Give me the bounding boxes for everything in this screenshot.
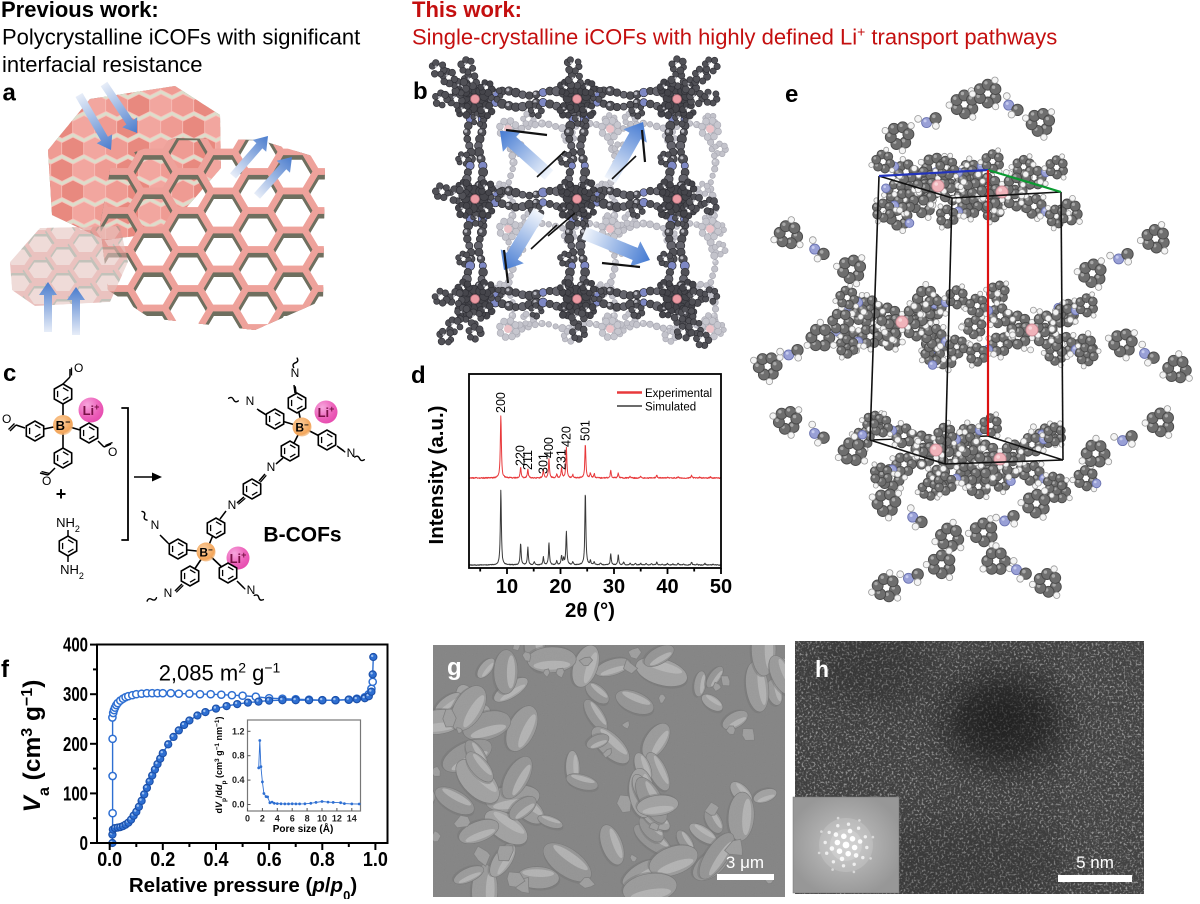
- svg-text:20: 20: [549, 576, 571, 598]
- svg-text:300: 300: [63, 684, 88, 706]
- svg-text:3 μm: 3 μm: [726, 853, 764, 872]
- svg-text:Experimental: Experimental: [645, 388, 712, 400]
- svg-text:2: 2: [260, 814, 265, 824]
- svg-text:200: 200: [494, 392, 508, 413]
- svg-text:1.0: 1.0: [363, 849, 388, 871]
- svg-text:0: 0: [245, 814, 250, 824]
- svg-text:Single-crystalline iCOFs with: Single-crystalline iCOFs with highly def…: [412, 24, 1057, 50]
- svg-text:interfacial resistance: interfacial resistance: [2, 52, 203, 77]
- svg-text:50: 50: [710, 576, 732, 598]
- svg-text:e: e: [785, 81, 798, 108]
- svg-text:2,085 m2 g−1: 2,085 m2 g−1: [159, 660, 281, 686]
- svg-text:Simulated: Simulated: [645, 402, 696, 414]
- svg-text:0.4: 0.4: [204, 849, 230, 871]
- svg-text:10: 10: [317, 814, 327, 824]
- svg-text:0.6: 0.6: [257, 849, 282, 871]
- svg-text:0.0: 0.0: [97, 849, 122, 871]
- svg-text:40: 40: [656, 576, 678, 598]
- svg-text:12: 12: [332, 814, 342, 824]
- svg-text:0.0: 0.0: [232, 800, 245, 810]
- svg-text:d: d: [411, 362, 426, 389]
- svg-text:100: 100: [63, 783, 88, 805]
- svg-text:0.2: 0.2: [150, 849, 175, 871]
- svg-text:211: 211: [521, 450, 535, 470]
- svg-text:a: a: [3, 80, 17, 107]
- svg-text:0.8: 0.8: [310, 849, 335, 871]
- svg-text:This work:: This work:: [412, 0, 522, 22]
- svg-text:c: c: [3, 360, 16, 387]
- svg-text:420: 420: [559, 426, 573, 447]
- svg-text:Previous work:: Previous work:: [1, 0, 159, 22]
- svg-text:5 nm: 5 nm: [1076, 853, 1114, 872]
- svg-text:Polycrystalline iCOFs with sig: Polycrystalline iCOFs with significant: [2, 25, 360, 50]
- svg-text:Relative pressure (p/p0): Relative pressure (p/p0): [129, 874, 357, 899]
- svg-text:501: 501: [578, 420, 592, 441]
- svg-text:10: 10: [496, 576, 518, 598]
- svg-text:Pore size (Å): Pore size (Å): [273, 822, 334, 835]
- svg-text:30: 30: [603, 576, 625, 598]
- svg-text:f: f: [1, 656, 10, 683]
- svg-text:1.2: 1.2: [232, 726, 245, 736]
- svg-text:400: 400: [63, 635, 88, 657]
- svg-text:200: 200: [63, 734, 88, 756]
- svg-text:8: 8: [305, 814, 310, 824]
- svg-text:4: 4: [275, 814, 280, 824]
- svg-text:14: 14: [347, 814, 357, 824]
- svg-text:Intensity (a.u.): Intensity (a.u.): [425, 406, 448, 545]
- svg-text:0.8: 0.8: [232, 751, 245, 761]
- svg-text:0: 0: [80, 833, 89, 855]
- svg-text:0.4: 0.4: [232, 775, 245, 785]
- svg-text:b: b: [413, 78, 428, 105]
- svg-text:6: 6: [290, 814, 295, 824]
- svg-text:g: g: [447, 654, 462, 681]
- svg-text:231: 231: [555, 449, 569, 470]
- svg-text:2θ (°): 2θ (°): [565, 599, 615, 622]
- svg-text:h: h: [815, 656, 829, 682]
